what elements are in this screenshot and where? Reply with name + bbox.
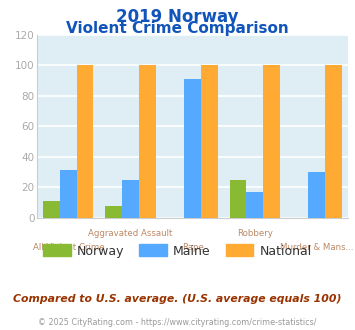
Bar (246, 192, 263, 218)
Bar (201, 65, 218, 218)
Legend: Norway, Maine, National: Norway, Maine, National (38, 240, 317, 263)
Text: 2019 Norway: 2019 Norway (116, 8, 239, 26)
Bar (184, 79, 201, 218)
Bar (230, 180, 246, 218)
Text: Compared to U.S. average. (U.S. average equals 100): Compared to U.S. average. (U.S. average … (13, 294, 342, 304)
Text: Robbery: Robbery (237, 229, 273, 238)
Text: Aggravated Assault: Aggravated Assault (88, 229, 173, 238)
Bar (325, 65, 342, 218)
Bar (139, 65, 155, 218)
Text: Murder & Mans...: Murder & Mans... (280, 243, 354, 252)
Text: All Violent Crime: All Violent Crime (33, 243, 104, 252)
Text: Violent Crime Comparison: Violent Crime Comparison (66, 21, 289, 36)
Text: © 2025 CityRating.com - https://www.cityrating.com/crime-statistics/: © 2025 CityRating.com - https://www.city… (38, 318, 317, 327)
Bar (43, 201, 60, 218)
Bar (308, 172, 325, 218)
Bar (105, 206, 122, 218)
Bar (122, 180, 139, 218)
Text: Rape: Rape (182, 243, 203, 252)
Bar (77, 65, 93, 218)
Bar (60, 171, 77, 218)
Bar (263, 65, 280, 218)
